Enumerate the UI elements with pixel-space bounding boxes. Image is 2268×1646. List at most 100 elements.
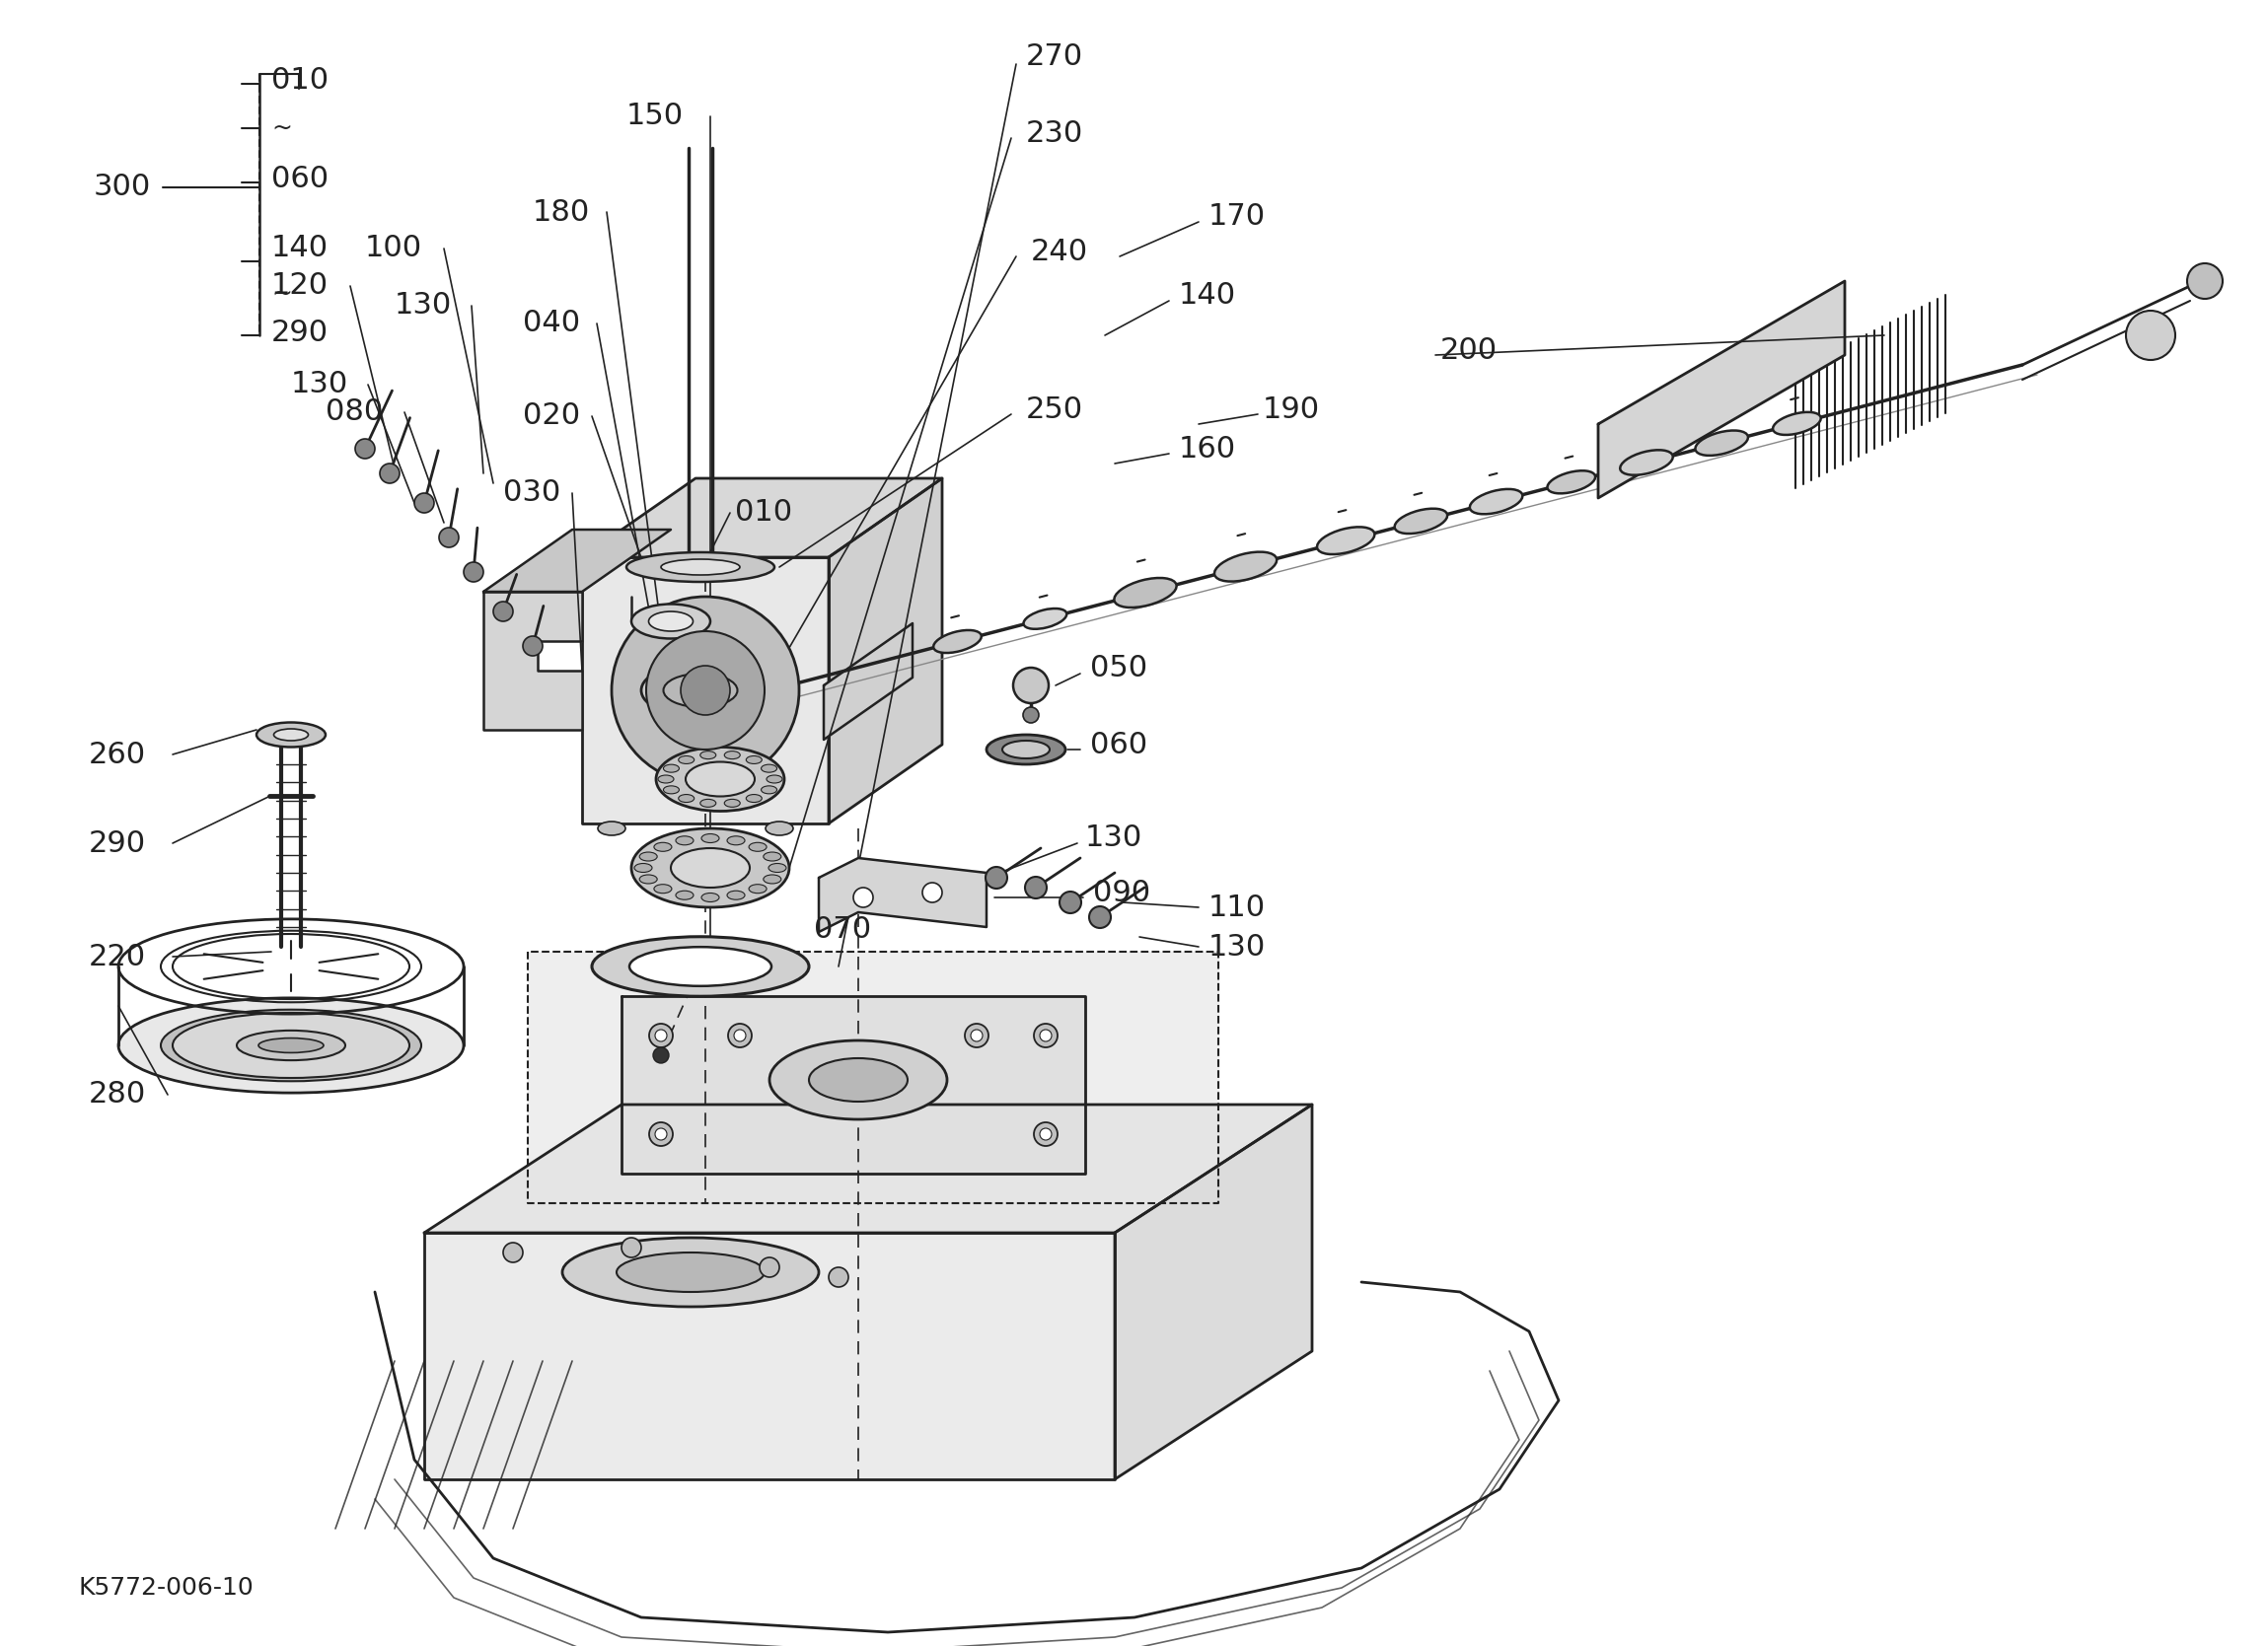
Ellipse shape bbox=[161, 1009, 422, 1081]
Ellipse shape bbox=[665, 673, 737, 708]
Text: ~: ~ bbox=[272, 117, 293, 140]
Text: 130: 130 bbox=[290, 370, 349, 398]
Text: 130: 130 bbox=[1084, 825, 1143, 853]
Text: K5772-006-10: K5772-006-10 bbox=[79, 1575, 254, 1600]
Circle shape bbox=[1034, 1123, 1057, 1146]
Ellipse shape bbox=[678, 756, 694, 764]
Text: 270: 270 bbox=[1025, 43, 1084, 71]
Ellipse shape bbox=[118, 997, 463, 1093]
Circle shape bbox=[853, 887, 873, 907]
Ellipse shape bbox=[274, 729, 308, 741]
Text: 160: 160 bbox=[1179, 435, 1236, 463]
Text: 020: 020 bbox=[524, 402, 581, 431]
Circle shape bbox=[760, 1258, 780, 1277]
Text: 140: 140 bbox=[1179, 281, 1236, 309]
Ellipse shape bbox=[649, 611, 694, 630]
Ellipse shape bbox=[764, 853, 780, 861]
Text: 120: 120 bbox=[272, 272, 329, 300]
Text: 010: 010 bbox=[735, 499, 792, 527]
Circle shape bbox=[1059, 892, 1082, 914]
Text: 300: 300 bbox=[93, 173, 152, 202]
Ellipse shape bbox=[662, 785, 678, 793]
Circle shape bbox=[463, 563, 483, 583]
Ellipse shape bbox=[767, 775, 782, 783]
Ellipse shape bbox=[685, 762, 755, 797]
Ellipse shape bbox=[640, 853, 658, 861]
Text: 190: 190 bbox=[1263, 395, 1320, 423]
Ellipse shape bbox=[728, 836, 744, 844]
Ellipse shape bbox=[671, 848, 751, 887]
Circle shape bbox=[649, 1123, 674, 1146]
Ellipse shape bbox=[701, 800, 717, 807]
Polygon shape bbox=[424, 1104, 1313, 1233]
Polygon shape bbox=[819, 858, 987, 932]
Ellipse shape bbox=[762, 785, 778, 793]
Circle shape bbox=[1039, 1030, 1052, 1042]
Ellipse shape bbox=[1470, 489, 1522, 514]
Circle shape bbox=[440, 528, 458, 548]
Ellipse shape bbox=[631, 946, 771, 986]
Text: 180: 180 bbox=[533, 198, 590, 227]
Ellipse shape bbox=[748, 843, 767, 851]
Polygon shape bbox=[823, 624, 912, 739]
Ellipse shape bbox=[701, 894, 719, 902]
Text: ~: ~ bbox=[272, 281, 293, 306]
Ellipse shape bbox=[723, 800, 739, 807]
Circle shape bbox=[524, 635, 542, 655]
Ellipse shape bbox=[762, 764, 778, 772]
Ellipse shape bbox=[655, 747, 785, 811]
Circle shape bbox=[1089, 907, 1111, 928]
Ellipse shape bbox=[676, 836, 694, 844]
Ellipse shape bbox=[934, 630, 982, 653]
Ellipse shape bbox=[256, 723, 327, 747]
Circle shape bbox=[964, 1024, 989, 1047]
Text: 080: 080 bbox=[327, 398, 383, 426]
Text: 110: 110 bbox=[1209, 894, 1266, 922]
Ellipse shape bbox=[1318, 527, 1374, 555]
Ellipse shape bbox=[1213, 551, 1277, 581]
Text: 100: 100 bbox=[365, 234, 422, 263]
Ellipse shape bbox=[1023, 609, 1066, 629]
Text: 230: 230 bbox=[1025, 119, 1084, 148]
Ellipse shape bbox=[626, 553, 773, 583]
Ellipse shape bbox=[658, 775, 674, 783]
Circle shape bbox=[735, 1030, 746, 1042]
Ellipse shape bbox=[728, 890, 744, 900]
Text: 290: 290 bbox=[88, 830, 145, 858]
Polygon shape bbox=[621, 996, 1084, 1174]
Ellipse shape bbox=[635, 864, 653, 872]
Circle shape bbox=[649, 1024, 674, 1047]
Circle shape bbox=[1034, 1024, 1057, 1047]
Ellipse shape bbox=[660, 560, 739, 574]
Polygon shape bbox=[1599, 281, 1844, 499]
Polygon shape bbox=[424, 1233, 1116, 1480]
Circle shape bbox=[1014, 668, 1048, 703]
Ellipse shape bbox=[640, 874, 658, 884]
Ellipse shape bbox=[676, 890, 694, 900]
Text: 280: 280 bbox=[88, 1080, 145, 1109]
Circle shape bbox=[680, 665, 730, 714]
Circle shape bbox=[987, 867, 1007, 889]
Circle shape bbox=[503, 1243, 524, 1262]
Ellipse shape bbox=[172, 1012, 411, 1078]
Ellipse shape bbox=[1002, 741, 1050, 759]
Ellipse shape bbox=[678, 795, 694, 802]
Ellipse shape bbox=[701, 751, 717, 759]
Text: 090: 090 bbox=[1093, 879, 1150, 907]
Text: 170: 170 bbox=[1209, 202, 1266, 232]
Ellipse shape bbox=[653, 884, 671, 894]
Circle shape bbox=[646, 630, 764, 749]
Circle shape bbox=[2125, 311, 2175, 360]
Circle shape bbox=[655, 1030, 667, 1042]
Polygon shape bbox=[583, 558, 828, 823]
Circle shape bbox=[728, 1024, 751, 1047]
Ellipse shape bbox=[662, 764, 678, 772]
Polygon shape bbox=[583, 479, 941, 558]
Text: 240: 240 bbox=[1032, 237, 1089, 265]
Text: 030: 030 bbox=[503, 479, 560, 507]
Ellipse shape bbox=[1619, 449, 1674, 476]
Ellipse shape bbox=[653, 843, 671, 851]
Circle shape bbox=[2186, 263, 2223, 300]
Ellipse shape bbox=[642, 663, 760, 718]
Ellipse shape bbox=[1547, 471, 1594, 494]
